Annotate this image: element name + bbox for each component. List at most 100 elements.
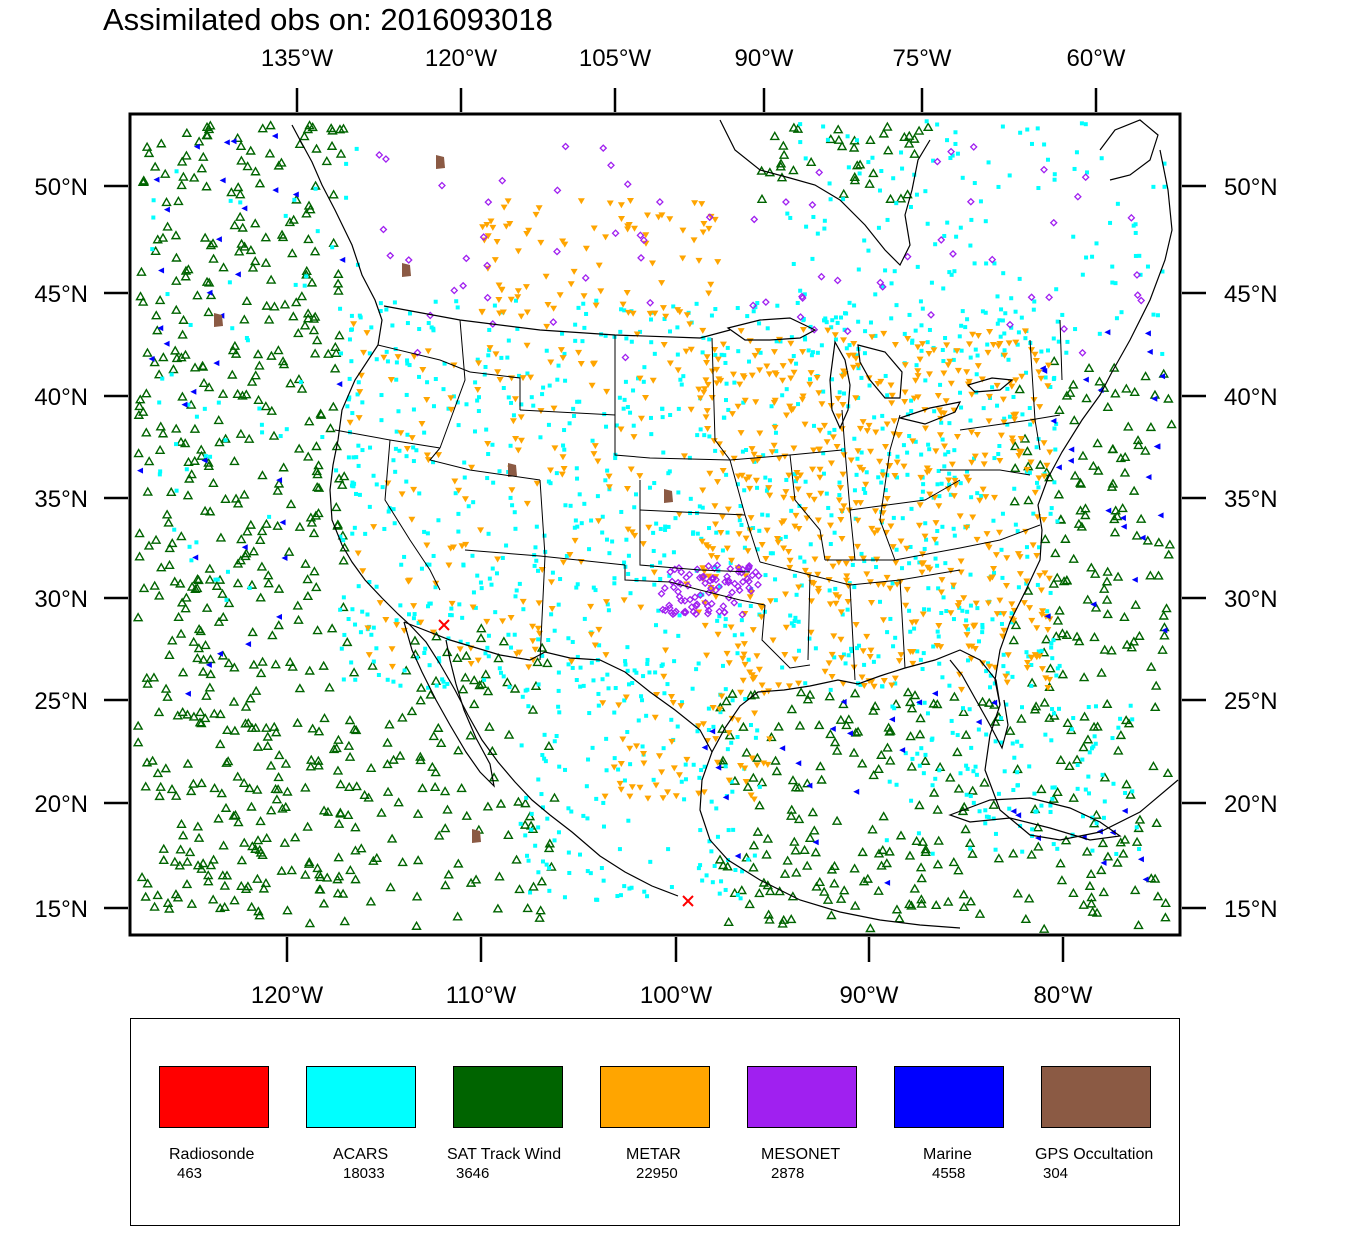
sat-wind-marker bbox=[461, 650, 472, 660]
acars-marker bbox=[697, 775, 702, 780]
sat-wind-marker bbox=[301, 265, 312, 275]
sat-wind-marker bbox=[311, 335, 323, 345]
metar-marker bbox=[786, 403, 794, 410]
sat-wind-marker bbox=[162, 221, 173, 231]
sat-wind-marker bbox=[814, 876, 825, 887]
metar-marker bbox=[544, 302, 552, 309]
acars-marker bbox=[560, 331, 565, 336]
sat-wind-marker bbox=[382, 759, 393, 769]
acars-marker bbox=[949, 718, 954, 723]
sat-wind-marker bbox=[175, 628, 187, 638]
acars-marker bbox=[1018, 823, 1023, 828]
metar-marker bbox=[871, 530, 879, 537]
metar-marker bbox=[996, 458, 1004, 465]
metar-marker bbox=[364, 625, 372, 632]
marine-marker bbox=[215, 236, 222, 243]
acars-marker bbox=[342, 632, 347, 637]
metar-marker bbox=[504, 198, 512, 205]
acars-marker bbox=[993, 831, 998, 836]
sat-wind-marker bbox=[247, 262, 259, 272]
metar-marker bbox=[848, 556, 856, 563]
acars-marker bbox=[794, 361, 799, 366]
sat-wind-marker bbox=[242, 881, 254, 891]
sat-wind-marker bbox=[386, 833, 398, 843]
acars-marker bbox=[640, 744, 645, 749]
metar-marker bbox=[633, 743, 641, 750]
metar-marker bbox=[662, 647, 670, 654]
sat-wind-marker bbox=[282, 786, 293, 796]
metar-marker bbox=[967, 655, 975, 662]
metar-marker bbox=[1045, 362, 1053, 369]
sat-wind-marker bbox=[835, 714, 847, 724]
metar-marker bbox=[529, 638, 537, 645]
metar-marker bbox=[517, 414, 525, 421]
sat-wind-marker bbox=[172, 892, 184, 902]
acars-marker bbox=[824, 320, 829, 325]
metar-marker bbox=[628, 529, 636, 536]
metar-marker bbox=[893, 581, 901, 588]
metar-marker bbox=[758, 605, 766, 612]
marine-marker bbox=[279, 519, 286, 526]
acars-marker bbox=[852, 488, 857, 493]
sat-wind-marker bbox=[1081, 846, 1093, 856]
acars-marker bbox=[980, 630, 985, 635]
sat-wind-marker bbox=[1069, 415, 1080, 425]
acars-marker bbox=[417, 491, 422, 496]
metar-marker bbox=[897, 652, 905, 659]
metar-marker bbox=[410, 353, 418, 360]
acars-marker bbox=[700, 350, 705, 355]
sat-wind-marker bbox=[465, 730, 476, 740]
acars-marker bbox=[639, 694, 644, 699]
acars-marker bbox=[1065, 339, 1070, 344]
acars-marker bbox=[1072, 166, 1077, 171]
sat-wind-marker bbox=[173, 611, 184, 622]
metar-marker bbox=[792, 512, 800, 519]
sat-wind-marker bbox=[218, 840, 229, 850]
mesonet-marker bbox=[738, 610, 747, 619]
sat-wind-marker bbox=[1113, 745, 1124, 755]
acars-marker bbox=[534, 558, 539, 563]
acars-marker bbox=[563, 503, 568, 508]
acars-marker bbox=[543, 759, 548, 764]
metar-marker bbox=[854, 362, 862, 369]
mesonet-marker bbox=[734, 582, 742, 591]
sat-wind-marker bbox=[415, 751, 426, 761]
acars-marker bbox=[647, 485, 652, 490]
metar-marker bbox=[859, 555, 867, 562]
metar-marker bbox=[1037, 375, 1045, 382]
acars-marker bbox=[390, 323, 395, 328]
acars-marker bbox=[546, 638, 551, 643]
acars-marker bbox=[744, 447, 749, 452]
sat-wind-marker bbox=[960, 729, 972, 739]
acars-marker bbox=[1019, 705, 1024, 710]
acars-marker bbox=[591, 678, 596, 683]
acars-marker bbox=[590, 745, 595, 750]
acars-marker bbox=[558, 577, 563, 582]
metar-marker bbox=[799, 349, 807, 356]
metar-marker bbox=[799, 327, 807, 334]
acars-marker bbox=[854, 138, 859, 143]
acars-marker bbox=[751, 309, 756, 314]
acars-marker bbox=[1110, 280, 1115, 285]
metar-marker bbox=[933, 642, 941, 649]
acars-marker bbox=[679, 779, 684, 784]
metar-marker bbox=[867, 647, 875, 654]
metar-marker bbox=[560, 466, 568, 473]
marine-marker bbox=[722, 794, 729, 801]
sat-wind-marker bbox=[293, 614, 304, 624]
acars-marker bbox=[455, 305, 460, 310]
acars-marker bbox=[356, 443, 361, 448]
metar-marker bbox=[978, 376, 986, 383]
acars-marker bbox=[856, 319, 861, 324]
metar-marker bbox=[1041, 570, 1049, 577]
acars-marker bbox=[923, 521, 928, 526]
metar-marker bbox=[790, 369, 798, 376]
acars-marker bbox=[1056, 339, 1061, 344]
sat-wind-marker bbox=[334, 124, 346, 134]
sat-wind-marker bbox=[393, 797, 404, 807]
sat-wind-marker bbox=[917, 836, 929, 846]
acars-marker bbox=[725, 345, 730, 350]
acars-marker bbox=[883, 373, 888, 378]
metar-marker bbox=[814, 517, 822, 524]
acars-marker bbox=[404, 392, 409, 397]
